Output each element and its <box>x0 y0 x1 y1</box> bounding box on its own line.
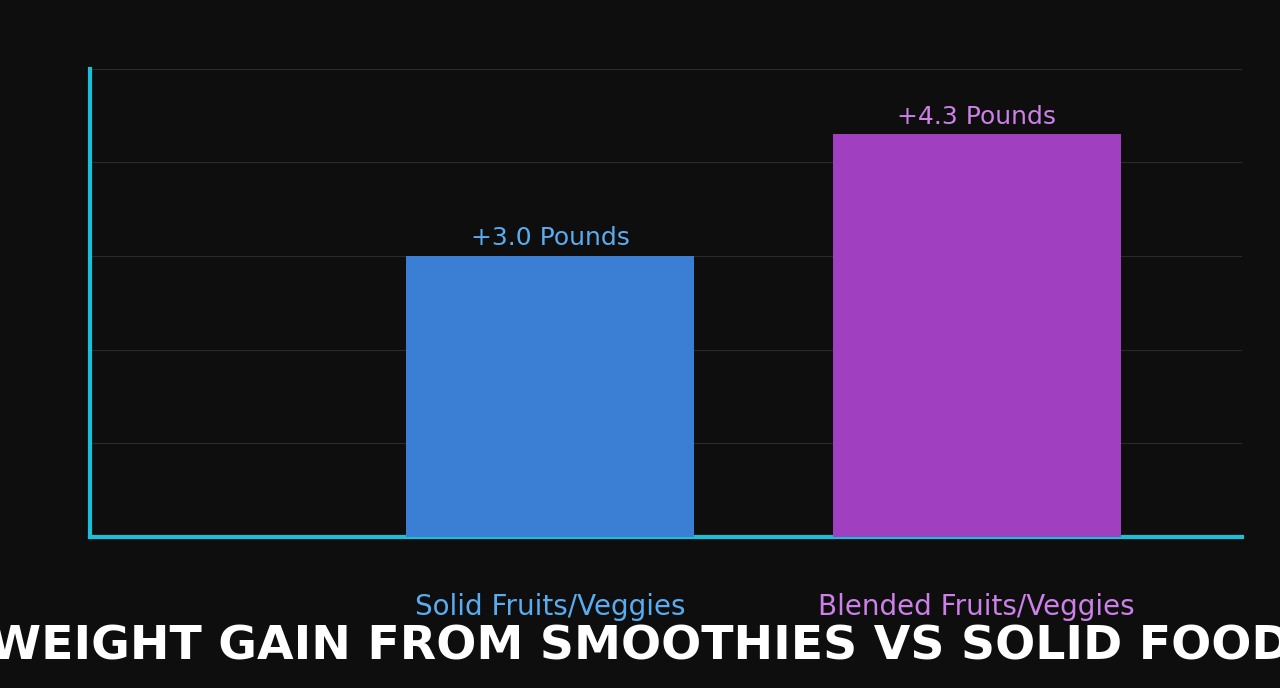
Text: +3.0 Pounds: +3.0 Pounds <box>471 226 630 250</box>
Bar <box>407 256 694 537</box>
Text: Solid Fruits/Veggies: Solid Fruits/Veggies <box>415 593 686 621</box>
Text: Blended Fruits/Veggies: Blended Fruits/Veggies <box>818 593 1135 621</box>
Text: WEIGHT GAIN FROM SMOOTHIES VS SOLID FOOD: WEIGHT GAIN FROM SMOOTHIES VS SOLID FOOD <box>0 624 1280 669</box>
Bar <box>833 134 1121 537</box>
Text: +4.3 Pounds: +4.3 Pounds <box>897 105 1056 129</box>
